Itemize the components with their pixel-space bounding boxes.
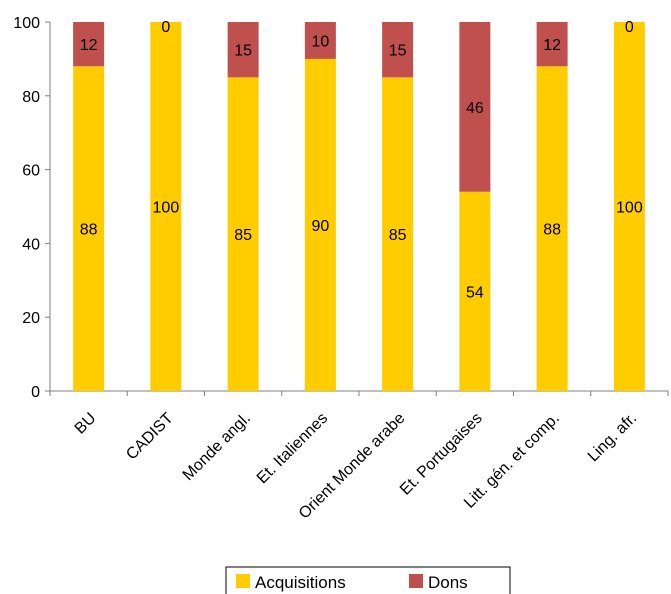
x-tick-label: Et. Portugaises — [397, 410, 486, 499]
chart-legend: Acquisitions Dons — [225, 566, 511, 594]
bar-dons — [536, 22, 568, 67]
data-label: 15 — [234, 43, 252, 60]
data-label: 0 — [161, 19, 170, 36]
legend-swatch — [236, 574, 250, 588]
data-label: 0 — [625, 19, 634, 36]
legend-label: Dons — [428, 573, 468, 592]
data-label: 54 — [466, 284, 484, 301]
x-tick-label: BU — [72, 410, 100, 438]
data-label: 15 — [389, 43, 407, 60]
data-label: 85 — [389, 227, 407, 244]
data-label: 12 — [543, 37, 561, 54]
y-tick-label: 80 — [22, 89, 40, 106]
legend-label: Acquisitions — [255, 573, 346, 592]
data-label: 10 — [311, 33, 329, 50]
data-label: 88 — [543, 222, 561, 239]
data-label: 90 — [311, 218, 329, 235]
bar-acquisitions — [382, 77, 414, 391]
legend-box — [225, 566, 511, 594]
bar-acquisitions — [304, 58, 336, 392]
x-tick-label: Monde angl. — [180, 410, 254, 484]
x-tick-label: Ling. afr. — [585, 410, 640, 465]
x-tick-label: Et. Italiennes — [254, 410, 331, 487]
bar-dons — [382, 22, 414, 78]
bar-acquisitions — [459, 191, 491, 391]
bar-acquisitions — [150, 22, 182, 391]
data-label: 100 — [616, 200, 643, 217]
data-label: 85 — [234, 227, 252, 244]
bar-acquisitions — [536, 66, 568, 391]
chart-bars — [73, 22, 645, 392]
bar-dons — [459, 22, 491, 192]
bar-dons — [227, 22, 259, 78]
y-tick-label: 100 — [13, 15, 40, 32]
y-tick-label: 0 — [31, 384, 40, 401]
chart-data-labels: 88 12 100 0 85 15 90 10 85 15 54 46 88 12 100 0 — [80, 19, 643, 301]
y-tick-label: 60 — [22, 163, 40, 180]
chart-x-tick-labels: BU CADIST Monde angl. Et. ItaliennesOrient … — [72, 410, 640, 523]
bar-acquisitions — [613, 22, 645, 391]
x-tick-label: CADIST — [123, 410, 177, 464]
bar-dons — [304, 22, 336, 59]
y-tick-label: 20 — [22, 310, 40, 327]
bar-acquisitions — [73, 66, 105, 391]
y-tick-label: 40 — [22, 236, 40, 253]
data-label: 100 — [153, 200, 180, 217]
bar-dons — [73, 22, 105, 67]
data-label: 12 — [80, 37, 98, 54]
data-label: 46 — [466, 100, 484, 117]
data-label: 88 — [80, 222, 98, 239]
legend-swatch — [409, 574, 423, 588]
bar-acquisitions — [227, 77, 259, 391]
